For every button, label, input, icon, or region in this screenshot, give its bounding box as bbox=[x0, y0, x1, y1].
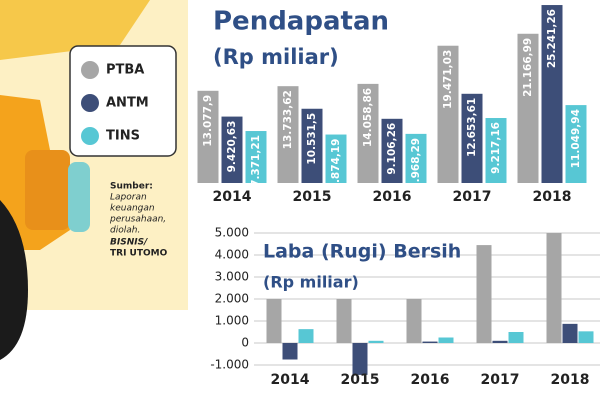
data-label: 6.968,29 bbox=[410, 138, 422, 190]
bar bbox=[406, 299, 422, 343]
bar bbox=[461, 93, 483, 183]
bar bbox=[546, 233, 562, 343]
y-tick-label: 3.000 bbox=[215, 270, 249, 284]
truck-body bbox=[0, 0, 150, 60]
bar bbox=[578, 331, 594, 343]
y-tick-label: -1.000 bbox=[210, 358, 249, 372]
source-line: perusahaan, bbox=[109, 215, 166, 225]
data-label: 13.077,9 bbox=[202, 95, 214, 147]
truck-tire bbox=[0, 200, 28, 360]
bar bbox=[565, 105, 587, 183]
x-tick-label: 2018 bbox=[551, 372, 590, 388]
x-tick-label: 2018 bbox=[533, 189, 572, 205]
bar bbox=[298, 329, 314, 343]
bar bbox=[562, 323, 578, 343]
bar bbox=[352, 343, 368, 375]
data-label: 21.166,99 bbox=[522, 38, 534, 97]
x-tick-label: 2014 bbox=[213, 189, 252, 205]
x-tick-label: 2015 bbox=[341, 372, 380, 388]
x-tick-label: 2016 bbox=[373, 189, 412, 205]
bar bbox=[266, 299, 282, 343]
data-label: 14.058,86 bbox=[362, 88, 374, 147]
bar bbox=[368, 340, 384, 343]
bar bbox=[301, 108, 323, 183]
y-tick-label: 0 bbox=[241, 336, 249, 350]
data-label: 19.471,03 bbox=[442, 50, 454, 109]
chart-title: Pendapatan bbox=[213, 7, 389, 37]
credit-line: TRI UTOMO bbox=[110, 249, 168, 259]
legend-swatch bbox=[81, 94, 99, 112]
bar bbox=[476, 245, 492, 343]
data-label: 13.733,62 bbox=[282, 90, 294, 149]
bar bbox=[221, 116, 243, 183]
source-line: keuangan bbox=[110, 204, 155, 214]
x-tick-label: 2016 bbox=[411, 372, 450, 388]
bar bbox=[492, 340, 508, 343]
bar bbox=[325, 134, 347, 183]
bar bbox=[282, 343, 298, 360]
bar bbox=[438, 337, 454, 343]
x-tick-label: 2015 bbox=[293, 189, 332, 205]
legend-label: ANTM bbox=[106, 96, 149, 111]
legend-label: TINS bbox=[106, 129, 140, 144]
bar bbox=[381, 118, 403, 183]
legend-swatch bbox=[81, 61, 99, 79]
bar bbox=[508, 332, 524, 343]
data-label: 9.217,16 bbox=[490, 122, 502, 174]
data-label: 9.420,63 bbox=[226, 121, 238, 173]
bar bbox=[422, 341, 438, 343]
legend-label: PTBA bbox=[106, 63, 144, 78]
legend-items: PTBA ANTM TINS bbox=[81, 61, 149, 145]
chart-subtitle: (Rp miliar) bbox=[213, 45, 339, 69]
x-tick-label: 2017 bbox=[453, 189, 492, 205]
legend-swatch bbox=[81, 127, 99, 145]
data-label: 9.106,26 bbox=[386, 123, 398, 175]
bar bbox=[336, 299, 352, 343]
y-tick-label: 1.000 bbox=[215, 314, 249, 328]
data-label: 6.874,19 bbox=[330, 139, 342, 191]
y-tick-label: 4.000 bbox=[215, 248, 249, 262]
data-label: 25.241,26 bbox=[546, 9, 558, 68]
bar bbox=[197, 90, 219, 183]
bar bbox=[405, 133, 427, 183]
bar bbox=[485, 118, 507, 183]
data-label: 11.049,94 bbox=[570, 109, 582, 168]
y-tick-label: 2.000 bbox=[215, 292, 249, 306]
x-tick-label: 2017 bbox=[481, 372, 520, 388]
source-line: diolah. bbox=[110, 226, 140, 236]
bar bbox=[245, 131, 267, 183]
y-tick-label: 5.000 bbox=[215, 226, 249, 240]
chart-title: Laba (Rugi) Bersih bbox=[263, 241, 461, 263]
bar bbox=[357, 83, 379, 183]
bar bbox=[517, 33, 539, 183]
truck-lamp bbox=[68, 162, 90, 232]
bar bbox=[277, 86, 299, 183]
credit: BISNIS/TRI UTOMO bbox=[110, 238, 168, 259]
bar bbox=[437, 45, 459, 184]
x-tick-label: 2014 bbox=[271, 372, 310, 388]
data-label: 12.653,61 bbox=[466, 98, 478, 157]
data-label: 10.531,5 bbox=[306, 113, 318, 165]
data-label: 7.371,21 bbox=[250, 135, 262, 187]
chart-subtitle: (Rp miliar) bbox=[263, 273, 359, 292]
truck-part bbox=[25, 150, 70, 230]
bar bbox=[541, 5, 563, 183]
credit-line: BISNIS/ bbox=[110, 238, 148, 248]
source-label: Sumber: bbox=[110, 182, 153, 192]
source-line: Laporan bbox=[110, 193, 147, 203]
